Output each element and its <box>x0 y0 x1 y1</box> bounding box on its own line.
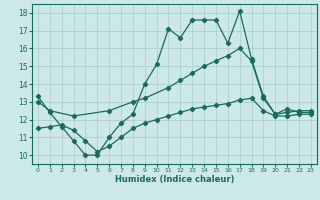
X-axis label: Humidex (Indice chaleur): Humidex (Indice chaleur) <box>115 175 234 184</box>
